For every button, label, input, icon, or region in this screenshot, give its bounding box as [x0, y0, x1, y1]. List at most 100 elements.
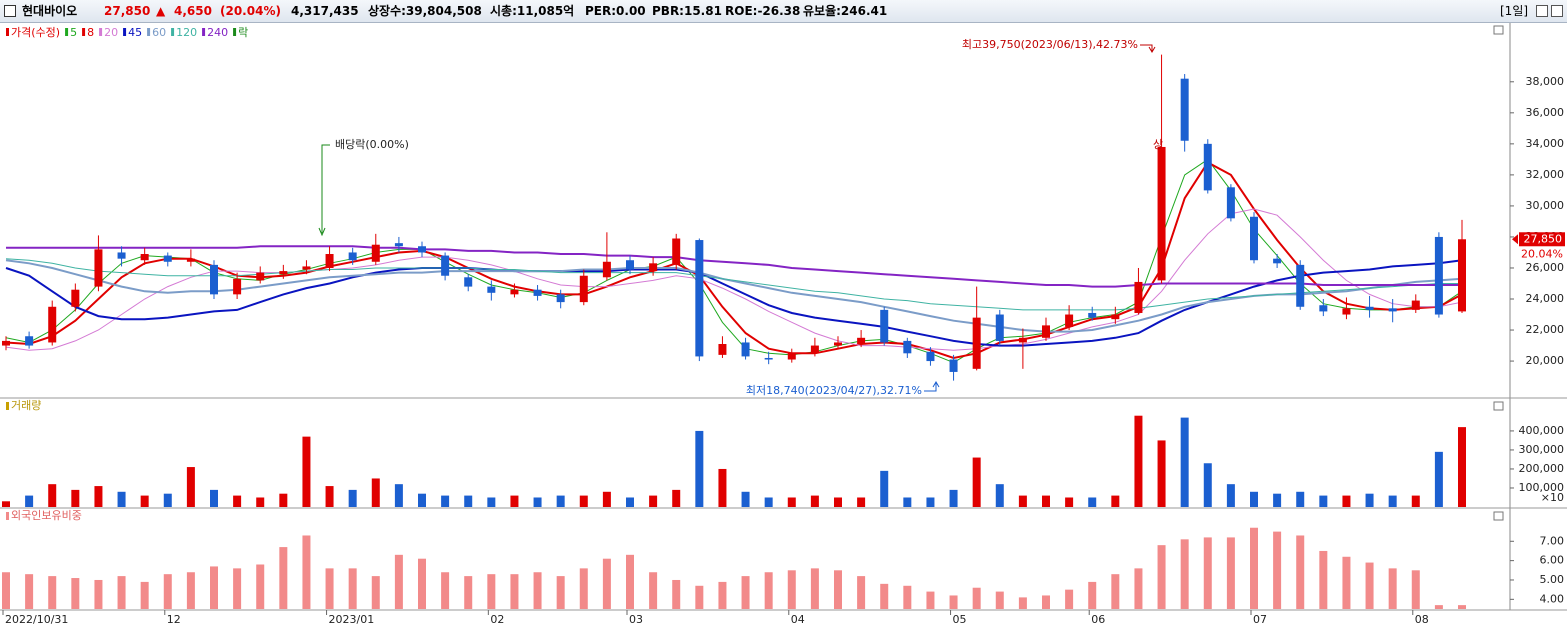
bar: [556, 495, 565, 507]
candle-body: [1018, 337, 1027, 343]
bar: [880, 470, 889, 507]
bar: [533, 497, 542, 507]
last-pct-label: 20.04%: [1521, 247, 1563, 260]
bar: [995, 591, 1004, 609]
annotation: 최고39,750(2023/06/13),42.73%: [962, 38, 1138, 51]
bar: [741, 491, 750, 507]
bar: [1365, 562, 1374, 609]
bar: [325, 568, 334, 609]
candle-body: [302, 266, 311, 270]
bar: [441, 572, 450, 609]
candle-body: [533, 289, 542, 296]
last-price-label: 27,850: [1524, 232, 1563, 245]
bar: [302, 436, 311, 507]
candle-body: [1065, 314, 1074, 327]
bar: [672, 579, 681, 609]
bar: [441, 495, 450, 507]
candle-body: [1342, 308, 1351, 315]
panel-button[interactable]: [1493, 511, 1504, 521]
candle-body: [1411, 300, 1420, 310]
period[interactable]: [1일]: [1500, 4, 1529, 18]
candle-body: [94, 249, 103, 287]
bar: [787, 497, 796, 507]
bar: [348, 489, 357, 507]
y-tick-label: 400,000: [1519, 424, 1565, 437]
legend-swatch: [82, 28, 86, 36]
bar: [348, 568, 357, 609]
bar: [1388, 495, 1397, 507]
bar: [579, 568, 588, 609]
bar: [718, 468, 727, 507]
bar: [1319, 495, 1328, 507]
bar: [1296, 535, 1305, 609]
legend-swatch: [99, 28, 103, 36]
candle-body: [163, 255, 172, 262]
candle-body: [1250, 216, 1258, 261]
bar: [602, 558, 611, 609]
bar: [695, 585, 704, 609]
legend-label: 120: [176, 26, 197, 39]
bar: [233, 495, 242, 507]
chart: 20,00022,00024,00026,00028,00030,00032,0…: [0, 23, 1567, 630]
arrow: ▲: [156, 4, 166, 18]
bar: [602, 491, 611, 507]
bar: [233, 568, 242, 609]
candle-body: [1458, 239, 1466, 312]
bar: [695, 430, 704, 507]
legend-label: 락: [238, 26, 248, 39]
y-tick-label: 5.00: [1540, 573, 1565, 586]
candle-body: [1134, 281, 1143, 313]
annotation-arrow: [1140, 44, 1156, 53]
legend-label: 20: [104, 26, 118, 39]
shares: 상장수:39,804,508: [368, 4, 482, 18]
close-button[interactable]: [1551, 5, 1563, 17]
x-tick-label: 04: [791, 613, 805, 626]
x-tick-label: 2023/01: [329, 613, 375, 626]
bar: [394, 484, 403, 507]
bar: [1018, 597, 1027, 609]
bar: [1434, 605, 1443, 609]
bar: [556, 576, 565, 609]
bar: [418, 558, 426, 609]
bar: [949, 489, 958, 507]
legend-swatch: [171, 28, 175, 36]
y-tick-label: 20,000: [1526, 354, 1565, 367]
candle-body: [834, 342, 842, 346]
bar: [880, 583, 889, 609]
bar: [764, 497, 773, 507]
ma-line: [5, 208, 1463, 351]
pbr: PBR:15.81: [652, 4, 722, 18]
bar: [302, 535, 311, 609]
legend-label: 60: [152, 26, 166, 39]
candle-body: [441, 255, 450, 276]
candle-body: [672, 238, 681, 265]
title-bar: 현대바이오 27,850 ▲ 4,650 (20.04%) 4,317,435 …: [0, 0, 1567, 23]
candle-body: [1365, 306, 1374, 310]
y-tick-label: 300,000: [1519, 443, 1565, 456]
candle-body: [394, 243, 403, 247]
panel-button[interactable]: [1493, 401, 1504, 411]
bar: [2, 572, 10, 609]
max-button[interactable]: [1536, 5, 1548, 17]
bar: [1342, 495, 1351, 507]
candle-body: [1319, 305, 1328, 312]
candle-body: [117, 252, 126, 259]
checkbox[interactable]: [4, 5, 16, 17]
candle-body: [995, 314, 1004, 341]
legend-swatch: [147, 28, 151, 36]
candle-body: [71, 289, 80, 307]
candle-body: [718, 344, 727, 355]
bar: [1088, 581, 1097, 609]
bar: [926, 591, 935, 609]
bar: [487, 574, 496, 609]
bar: [834, 570, 842, 609]
bar: [186, 572, 195, 609]
candle-body: [186, 258, 195, 262]
x-tick-label: 02: [490, 613, 504, 626]
legend-label: 8: [87, 26, 94, 39]
panel-button[interactable]: [1493, 25, 1504, 35]
annotation-arrow: [924, 381, 940, 392]
bar: [210, 566, 218, 609]
candle-body: [25, 336, 34, 346]
bar: [672, 489, 681, 507]
